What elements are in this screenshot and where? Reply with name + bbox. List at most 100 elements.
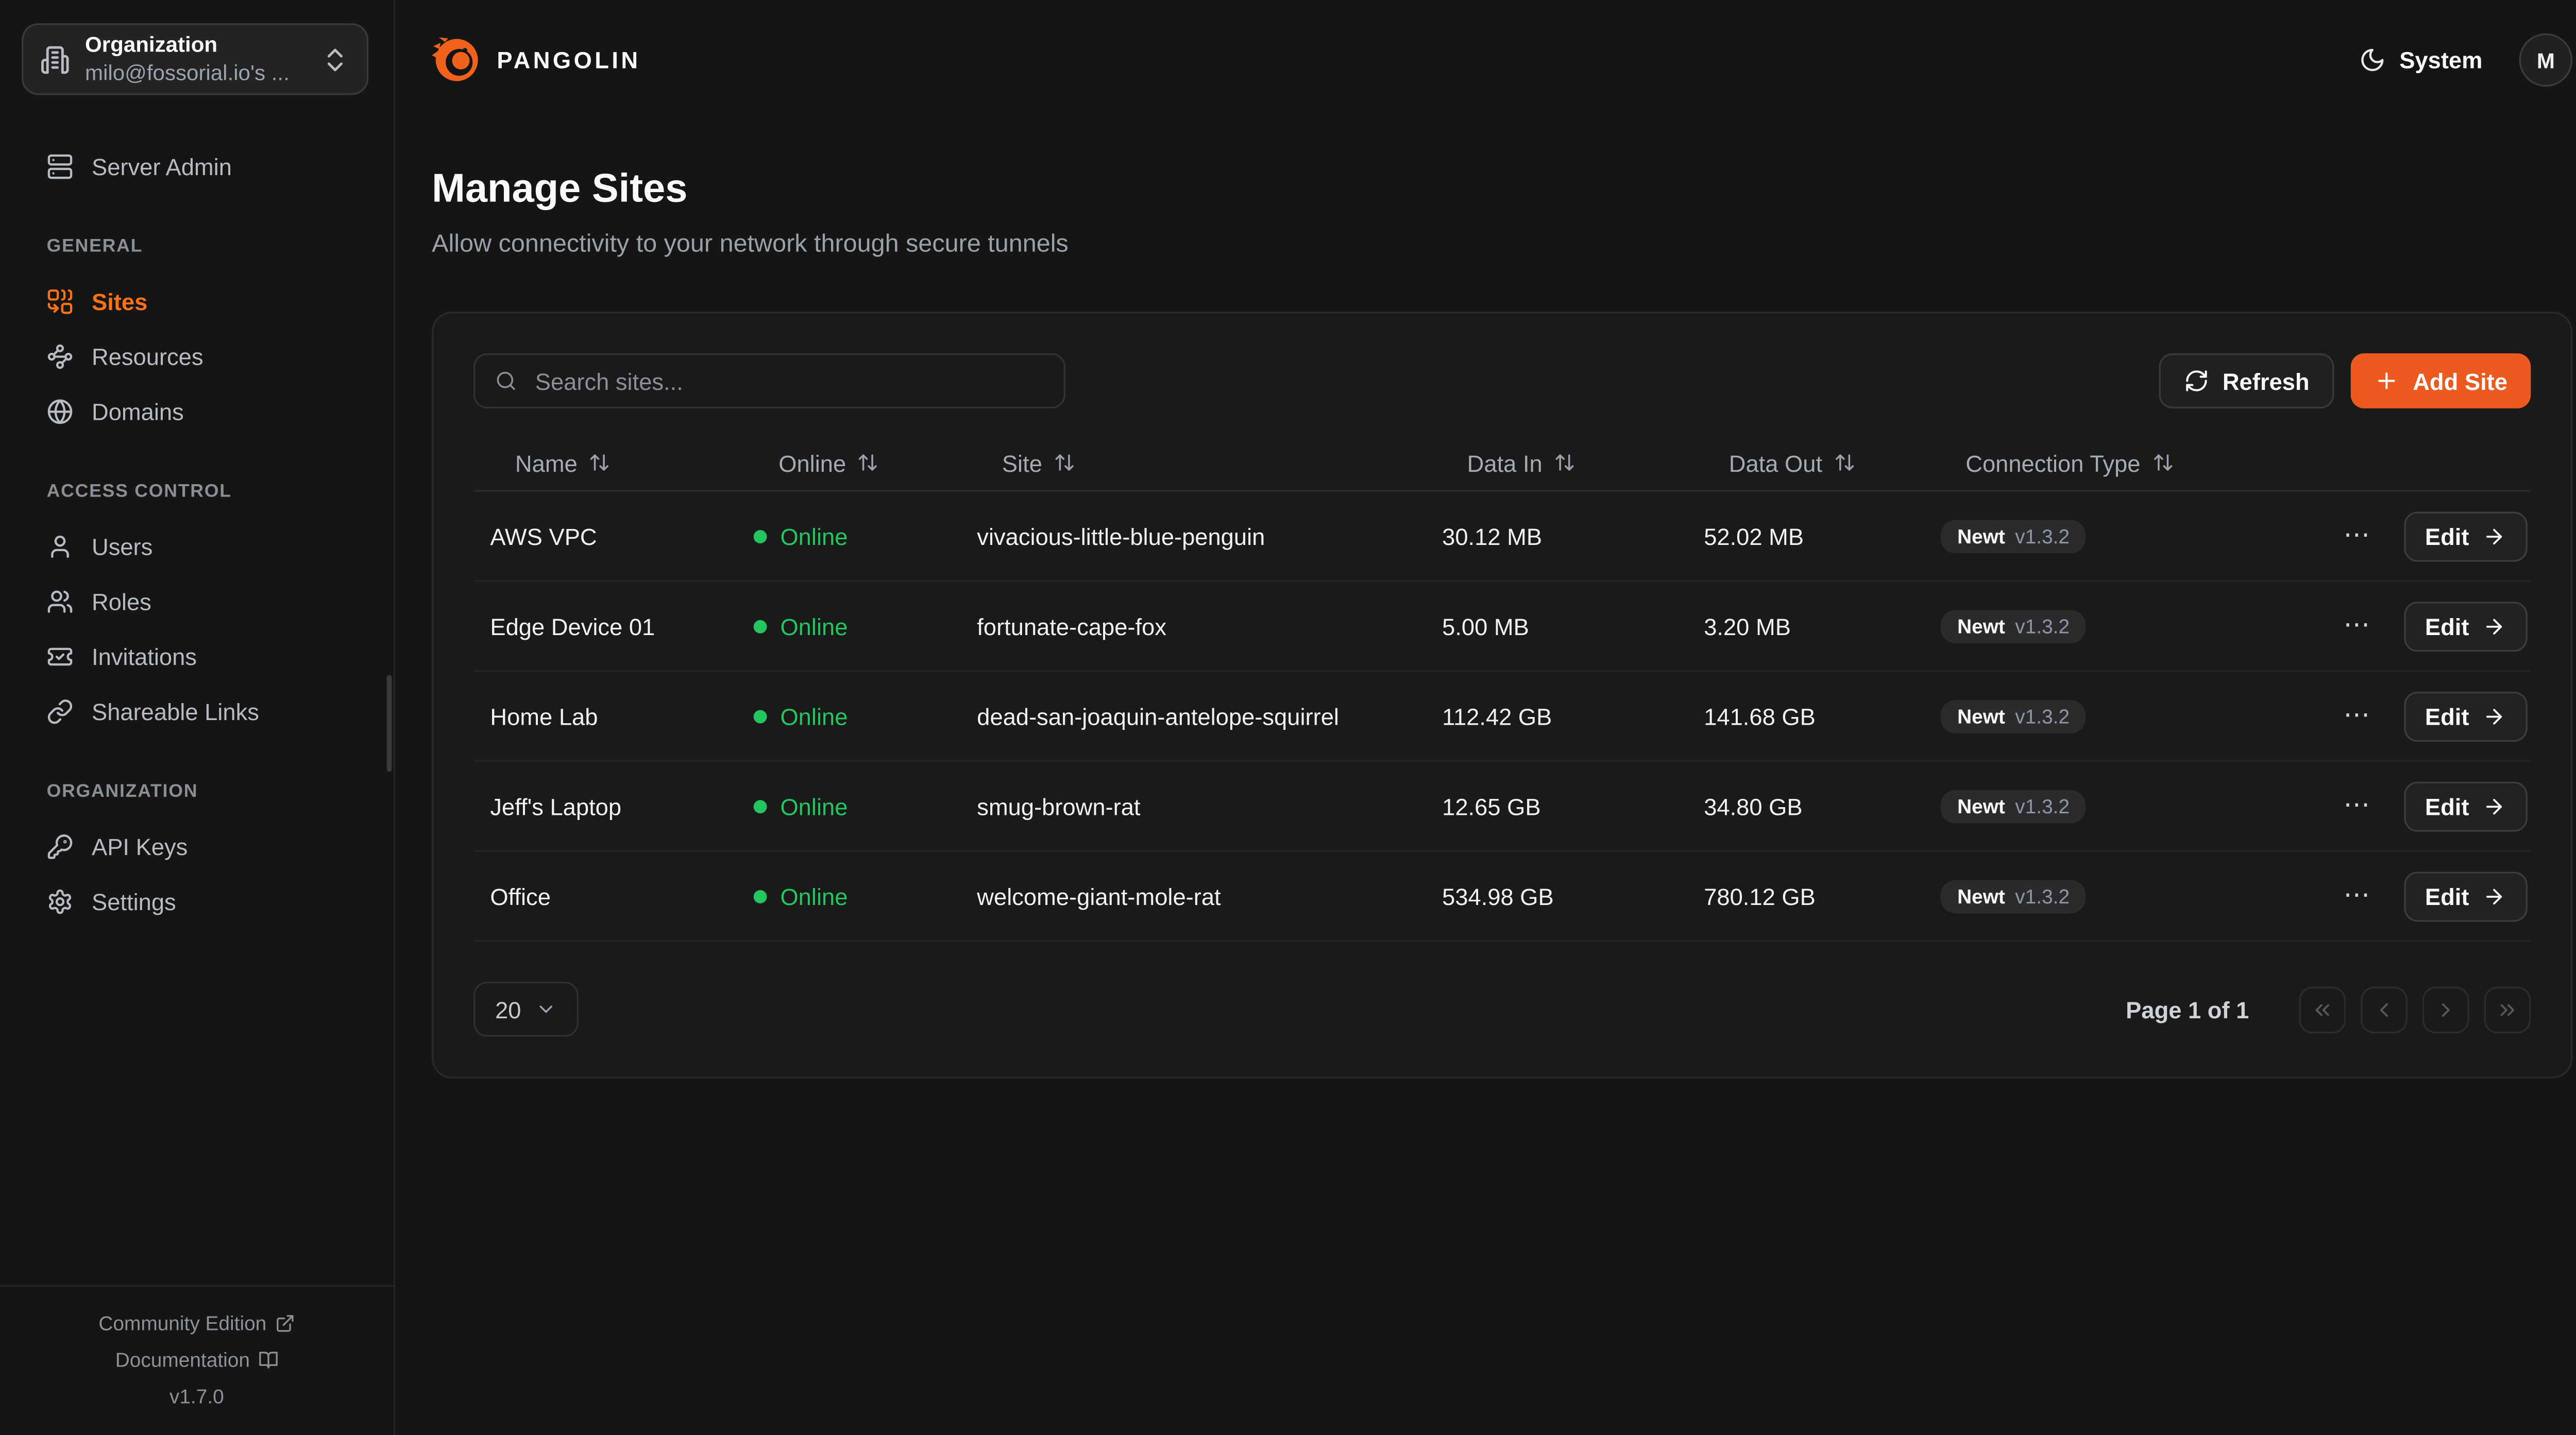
row-edit-button[interactable]: Edit — [2403, 510, 2528, 561]
previous-page-button[interactable] — [2361, 986, 2408, 1033]
connection-type-badge: Newt v1.3.2 — [1940, 789, 2087, 823]
edit-label: Edit — [2425, 702, 2469, 729]
column-header-data-in[interactable]: Data In — [1426, 449, 1687, 476]
edit-label: Edit — [2425, 522, 2469, 550]
topbar-right: System M — [2360, 33, 2573, 87]
row-more-button[interactable]: ⋯ — [2343, 789, 2380, 823]
data-out-cell: 780.12 GB — [1704, 882, 1816, 910]
online-dot-icon — [753, 889, 767, 903]
book-open-icon — [259, 1352, 278, 1369]
site-status-cell: Online — [737, 612, 960, 639]
search-icon — [497, 371, 515, 390]
next-page-button[interactable] — [2422, 986, 2469, 1033]
site-status-cell: Online — [737, 522, 960, 549]
org-switcher[interactable]: Organization milo@fossorial.io's ... — [22, 23, 369, 95]
connection-type-version: v1.3.2 — [2015, 524, 2070, 548]
data-in-cell: 12.65 GB — [1442, 792, 1541, 819]
data-in-cell: 112.42 GB — [1442, 702, 1552, 729]
theme-toggle[interactable]: System — [2360, 47, 2482, 73]
sidebar-item-resources[interactable]: Resources — [22, 328, 372, 383]
arrow-up-down-icon — [590, 454, 609, 471]
row-more-button[interactable]: ⋯ — [2343, 879, 2380, 913]
column-header-connection-type[interactable]: Connection Type — [1924, 449, 2342, 476]
pagination: 20 Page 1 of 1 — [473, 982, 2531, 1037]
column-header-data-out[interactable]: Data Out — [1687, 449, 1924, 476]
online-dot-icon — [753, 619, 767, 633]
plus-icon — [2378, 372, 2396, 389]
avatar[interactable]: M — [2519, 33, 2573, 87]
sidebar-nav: Server Admin GENERAL Sites Resources Dom… — [0, 95, 394, 1285]
first-page-button[interactable] — [2299, 986, 2346, 1033]
sidebar-item-server-admin[interactable]: Server Admin — [22, 139, 372, 194]
arrow-right-icon — [2486, 888, 2502, 904]
sidebar-section-general: GENERAL — [46, 236, 143, 257]
site-name-cell: Home Lab — [490, 702, 598, 729]
sidebar-item-users[interactable]: Users — [22, 518, 372, 573]
org-switcher-text: Organization milo@fossorial.io's ... — [85, 32, 305, 86]
data-in-cell: 534.98 GB — [1442, 882, 1554, 910]
chevrons-up-down-icon — [327, 48, 343, 71]
site-tunnel-cell: fortunate-cape-fox — [977, 612, 1166, 640]
row-actions: ⋯ Edit — [2343, 691, 2531, 741]
column-header-site[interactable]: Site — [960, 449, 1426, 476]
sidebar-scrollbar[interactable] — [386, 675, 392, 772]
row-more-button[interactable]: ⋯ — [2343, 699, 2380, 733]
data-in-cell: 30.12 MB — [1442, 522, 1543, 550]
documentation-link[interactable]: Documentation — [13, 1342, 380, 1378]
add-site-button[interactable]: Add Site — [2351, 353, 2531, 408]
site-tunnel-cell: dead-san-joaquin-antelope-squirrel — [977, 702, 1339, 729]
pangolin-logo-icon — [432, 37, 478, 81]
waypoints-icon — [47, 344, 73, 368]
link-icon — [47, 698, 73, 723]
sidebar-item-shareable-links[interactable]: Shareable Links — [22, 684, 372, 739]
connection-type-cell: Newt v1.3.2 — [1924, 789, 2342, 823]
search-input[interactable] — [532, 366, 1044, 396]
row-edit-button[interactable]: Edit — [2403, 870, 2528, 921]
sidebar-item-domains[interactable]: Domains — [22, 383, 372, 438]
page-size-select[interactable]: 20 — [473, 982, 578, 1037]
topbar: PANGOLIN System M — [395, 0, 2576, 120]
connection-type-version: v1.3.2 — [2015, 884, 2070, 908]
search-box — [473, 353, 1065, 408]
row-edit-button[interactable]: Edit — [2403, 781, 2528, 831]
sidebar-item-invitations[interactable]: Invitations — [22, 628, 372, 684]
last-page-button[interactable] — [2484, 986, 2531, 1033]
sidebar-item-settings[interactable]: Settings — [22, 874, 372, 929]
data-out-cell: 52.02 MB — [1704, 522, 1804, 550]
site-name-cell: Jeff's Laptop — [490, 792, 622, 819]
connection-type-cell: Newt v1.3.2 — [1924, 609, 2342, 643]
connection-type-version: v1.3.2 — [2015, 704, 2070, 728]
card-toolbar: Refresh Add Site — [473, 353, 2531, 408]
row-edit-button[interactable]: Edit — [2403, 601, 2528, 651]
table-header-row: Name Online Site Data In — [473, 435, 2531, 492]
connection-type-version: v1.3.2 — [2015, 614, 2070, 638]
sidebar-item-label: API Keys — [91, 832, 188, 860]
page-subtitle: Allow connectivity to your network throu… — [432, 230, 1069, 259]
building-icon — [41, 45, 69, 73]
sites-card: Refresh Add Site Name — [432, 312, 2573, 1079]
sidebar-item-label: Resources — [91, 342, 204, 369]
key-icon — [47, 833, 73, 859]
community-edition-link[interactable]: Community Edition — [13, 1305, 380, 1342]
row-edit-button[interactable]: Edit — [2403, 691, 2528, 741]
refresh-icon — [2186, 370, 2207, 391]
site-name-cell: AWS VPC — [490, 522, 597, 550]
arrow-up-down-icon — [859, 454, 878, 471]
column-header-online[interactable]: Online — [737, 449, 960, 476]
status-label: Online — [780, 792, 848, 819]
sidebar-item-api-keys[interactable]: API Keys — [22, 818, 372, 874]
chevrons-left-icon — [2315, 1003, 2329, 1015]
sidebar-item-roles[interactable]: Roles — [22, 573, 372, 628]
connection-type-name: Newt — [1957, 524, 2005, 548]
refresh-button[interactable]: Refresh — [2159, 353, 2335, 408]
sidebar-item-sites[interactable]: Sites — [22, 274, 372, 329]
org-switcher-label: Organization — [85, 32, 218, 57]
row-more-button[interactable]: ⋯ — [2343, 519, 2380, 553]
sidebar-footer: Community Edition Documentation v1.7.0 — [0, 1285, 394, 1435]
column-label: Site — [1002, 449, 1042, 476]
site-name-cell: Edge Device 01 — [490, 612, 655, 640]
documentation-label: Documentation — [115, 1348, 250, 1372]
row-more-button[interactable]: ⋯ — [2343, 609, 2380, 643]
column-header-name[interactable]: Name — [473, 449, 737, 476]
sidebar-item-label: Roles — [91, 587, 151, 614]
